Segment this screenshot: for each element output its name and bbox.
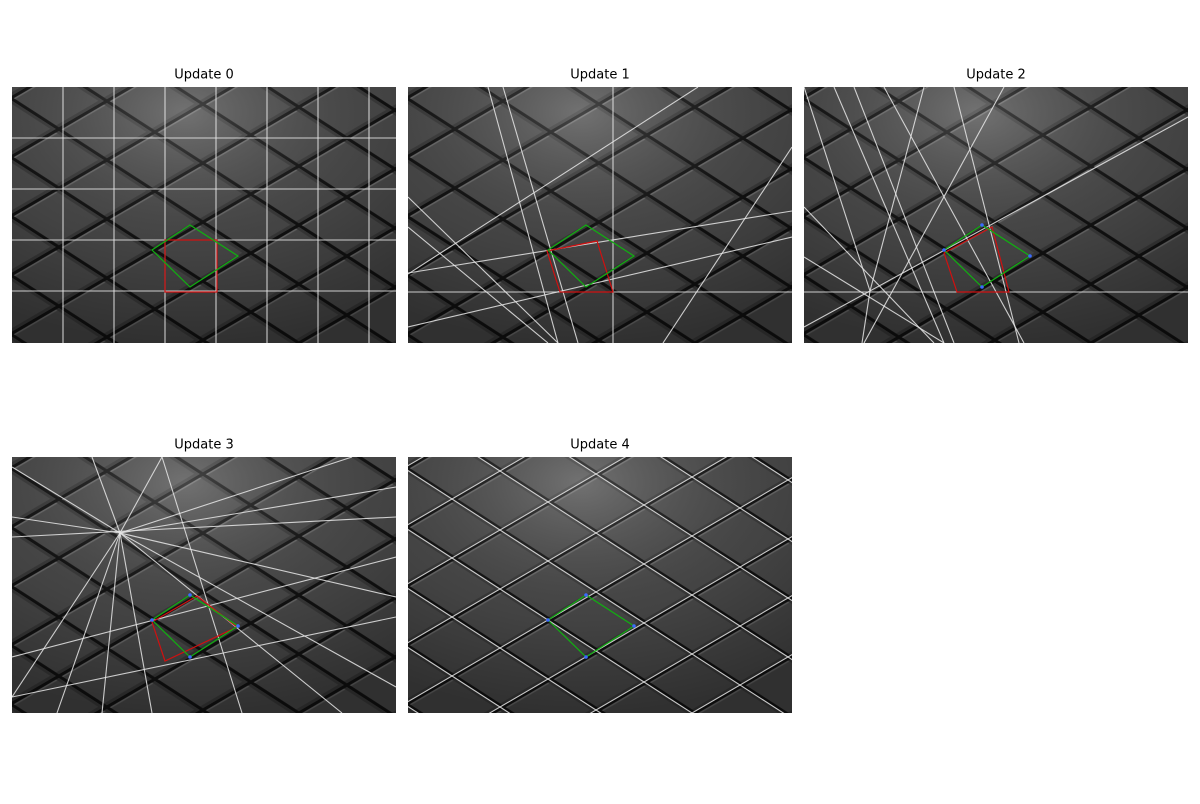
- overlay-line: [568, 457, 792, 602]
- image-panel: [408, 457, 792, 713]
- overlay-line: [12, 516, 396, 538]
- corner-dot: [980, 285, 984, 289]
- panel-title: Update 1: [570, 68, 629, 83]
- red-quad: [943, 226, 1010, 293]
- overlay-line: [12, 556, 396, 658]
- lighting: [12, 87, 396, 343]
- lighting: [804, 87, 1188, 343]
- overlay-line: [12, 466, 121, 534]
- overlay-line: [477, 457, 792, 661]
- overlay-line: [91, 457, 121, 534]
- overlay-line: [869, 87, 925, 292]
- corner-dot: [1028, 254, 1032, 258]
- overlay-line: [662, 146, 792, 343]
- overlay-line: [853, 87, 955, 343]
- corner-dot: [584, 593, 588, 597]
- corner-dot: [188, 593, 192, 597]
- red-quad: [546, 240, 614, 293]
- image-panel: [408, 87, 792, 343]
- overlay-line: [119, 532, 396, 598]
- overlay-line: [119, 532, 396, 688]
- corner-dot: [188, 655, 192, 659]
- overlay-line: [487, 87, 559, 343]
- red-quad: [164, 239, 218, 293]
- lighting: [12, 457, 396, 713]
- overlay-line: [56, 532, 121, 713]
- overlay-line: [408, 226, 549, 343]
- green-quad: [547, 224, 636, 288]
- corner-dot: [942, 248, 946, 252]
- overlay-line: [408, 87, 699, 275]
- overlay-line: [408, 210, 792, 274]
- panel-title: Update 4: [570, 438, 629, 453]
- corner-dot: [236, 624, 240, 628]
- panel-title: Update 3: [174, 438, 233, 453]
- overlay-line: [660, 457, 792, 543]
- overlay-line: [101, 532, 121, 713]
- overlay-line: [804, 256, 945, 343]
- overlay-line: [119, 486, 396, 534]
- corner-dot: [632, 624, 636, 628]
- overlay-line: [804, 206, 935, 343]
- overlay-line: [12, 616, 396, 698]
- overlay-line: [804, 87, 871, 292]
- overlay-line: [408, 196, 559, 343]
- corner-dot: [150, 618, 154, 622]
- overlay-line: [804, 116, 1188, 328]
- corner-dot: [980, 223, 984, 227]
- overlay-line: [589, 595, 792, 713]
- overlay-line: [408, 236, 792, 328]
- overlay-line: [833, 87, 945, 343]
- overlay-line: [119, 457, 353, 534]
- overlay-line: [408, 469, 785, 713]
- overlay-line: [12, 532, 121, 698]
- overlay-line: [883, 87, 1025, 343]
- lighting: [408, 87, 792, 343]
- green-quad: [151, 224, 240, 288]
- lighting: [408, 457, 792, 713]
- overlay-line: [12, 516, 121, 534]
- overlay-line: [863, 87, 1005, 343]
- corner-dot: [546, 618, 550, 622]
- overlay-line: [119, 532, 153, 713]
- overlay-line: [953, 87, 1020, 343]
- corner-dot: [584, 655, 588, 659]
- overlay-line: [861, 290, 871, 343]
- panel-title: Update 0: [174, 68, 233, 83]
- image-panel: [12, 457, 396, 713]
- overlay-line: [161, 457, 243, 713]
- image-panel: [804, 87, 1188, 343]
- overlay-line: [751, 457, 792, 484]
- overlay-line: [119, 457, 163, 534]
- image-panel: [12, 87, 396, 343]
- overlay-line: [502, 87, 579, 343]
- panel-title: Update 2: [966, 68, 1025, 83]
